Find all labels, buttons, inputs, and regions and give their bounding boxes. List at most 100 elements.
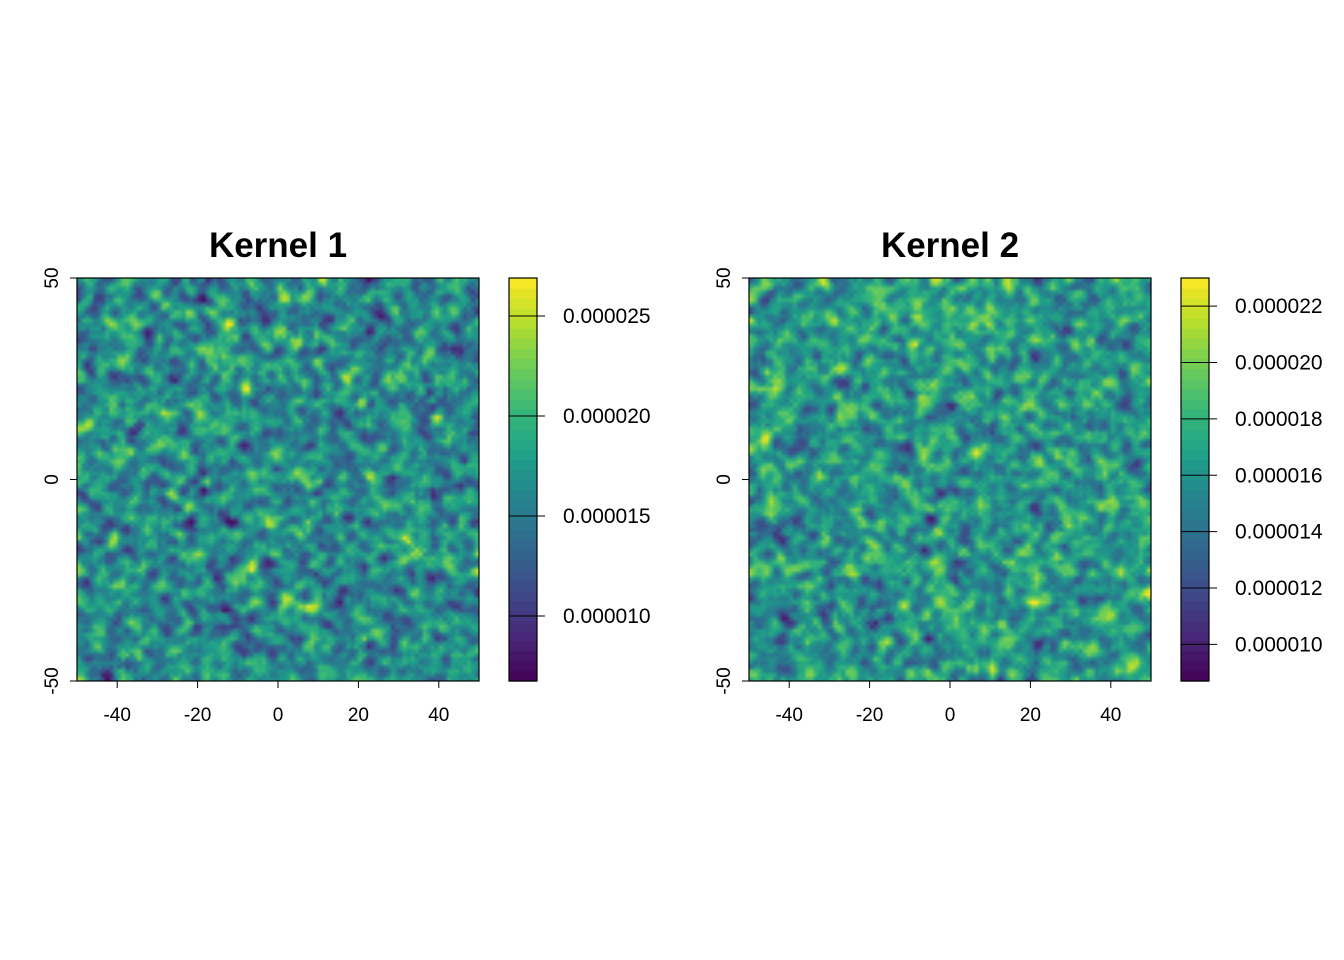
colorbar-tick-label: 0.000020 [563,405,651,428]
colorbar-swatch [509,419,537,430]
colorbar-frame [508,277,538,682]
colorbar-swatch [1181,398,1209,410]
heatmap-raster [749,278,1151,681]
y-tick-label: 0 [714,474,735,485]
colorbar-swatch [509,278,537,289]
colorbar-swatch [1181,368,1209,380]
colorbar-swatch [509,640,537,652]
colorbar-swatch [509,449,537,460]
colorbar-swatch [1181,650,1209,662]
colorbar-swatch [1181,449,1209,460]
y-tick-label: 50 [714,267,735,288]
colorbar-swatch [1181,378,1209,390]
colorbar-tick-label: 0.000014 [1235,521,1323,544]
colorbar-swatch [509,600,537,612]
y-tick-label: -50 [42,667,63,694]
plot-frame [748,277,1152,682]
colorbar-swatch [1181,419,1209,430]
colorbar-swatch [509,378,537,390]
colorbar-swatch [509,328,537,340]
colorbar-tick-label: 0.000010 [563,605,651,628]
colorbar-swatch [1181,388,1209,400]
colorbar-tick-label: 0.000025 [563,305,651,328]
x-tick-label: -20 [184,705,211,726]
plot-frame [76,277,480,682]
colorbar-swatch [1181,670,1209,682]
colorbar-swatch [1181,590,1209,601]
colorbar-tick-label: 0.000015 [563,505,651,528]
x-tick-label: 40 [428,705,449,726]
colorbar-swatch [1181,529,1209,541]
colorbar-swatch [509,308,537,319]
colorbar-swatch [1181,439,1209,450]
colorbar-swatch [1181,348,1209,360]
colorbar-swatch [1181,408,1209,420]
colorbar-swatch [509,580,537,591]
chart-title: Kernel 2 [880,226,1020,265]
colorbar-swatch [509,630,537,642]
colorbar-swatch [1181,358,1209,370]
colorbar-swatch [509,650,537,662]
colorbar-swatch [1181,509,1209,521]
colorbar-swatch [509,479,537,491]
colorbar-swatch [1181,298,1209,309]
colorbar-swatch [509,560,537,571]
x-tick-label: 0 [273,705,284,726]
y-tick-label: 0 [42,474,63,485]
colorbar-swatch [509,408,537,420]
kernel-1-panel: Kernel 1 -40 -20 0 20 40 -50 0 50 0.000010 0.0000… [42,226,651,726]
colorbar-swatch [1181,459,1209,471]
colorbar-tick-label: 0.000022 [1235,295,1323,318]
x-tick-label: -40 [775,705,802,726]
colorbar-swatch [1181,560,1209,571]
colorbar-swatch [1181,600,1209,612]
colorbar-swatch [1181,318,1209,329]
axes-and-colorbar: -40 -20 0 20 40 -50 0 50 0.000010 0.000015 0.00002… [42,267,651,726]
colorbar-swatch [509,529,537,541]
colorbar-swatch [509,550,537,561]
colorbar-swatch [509,358,537,370]
x-tick-label: 0 [945,705,956,726]
colorbar-swatch [1181,328,1209,340]
colorbar-swatch [1181,550,1209,561]
colorbar-swatch [1181,630,1209,642]
colorbar-swatch [509,670,537,682]
colorbar-swatch [509,318,537,329]
x-tick-label: -40 [103,705,130,726]
colorbar-swatch [509,348,537,360]
colorbar-tick-label: 0.000018 [1235,408,1323,431]
colorbar-tick-label: 0.000020 [1235,352,1323,375]
chart-title: Kernel 1 [208,226,348,265]
colorbar-swatch [1181,580,1209,591]
colorbar-swatch [509,570,537,581]
colorbar-swatch [509,539,537,551]
colorbar-frame [1180,277,1210,682]
colorbar-swatch [509,459,537,471]
colorbar-swatch [1181,570,1209,581]
colorbar-swatch [1181,278,1209,289]
colorbar-swatch [1181,489,1209,501]
x-tick-label: 20 [348,705,369,726]
colorbar-swatch [1181,288,1209,299]
colorbar-swatch [509,398,537,410]
colorbar-swatch [1181,479,1209,491]
kernel-2-panel: Kernel 2 -40 -20 0 20 40 -50 0 50 0.000010 0.0000… [672,0,1344,960]
axes-and-colorbar: -40 -20 0 20 40 -50 0 50 0.000010 0.000012 0.00001… [714,267,1323,726]
colorbar-swatch [1181,519,1209,531]
colorbar-tick-label: 0.000010 [1235,633,1323,656]
colorbar-swatch [509,368,537,380]
colorbar-swatch [1181,620,1209,632]
y-tick-label: 50 [42,267,63,288]
colorbar-swatch [509,388,537,400]
colorbar-swatch [1181,469,1209,481]
colorbar-tick-label: 0.000016 [1235,464,1323,487]
colorbar-swatch [509,660,537,672]
colorbar-swatch [509,338,537,350]
y-tick-label: -50 [714,667,735,694]
colorbar-swatch [1181,660,1209,672]
colorbar-swatch [1181,640,1209,652]
colorbar-swatch [509,288,537,299]
colorbar-swatch [509,509,537,521]
colorbar-swatch [1181,338,1209,350]
heatmap-raster [77,278,479,681]
